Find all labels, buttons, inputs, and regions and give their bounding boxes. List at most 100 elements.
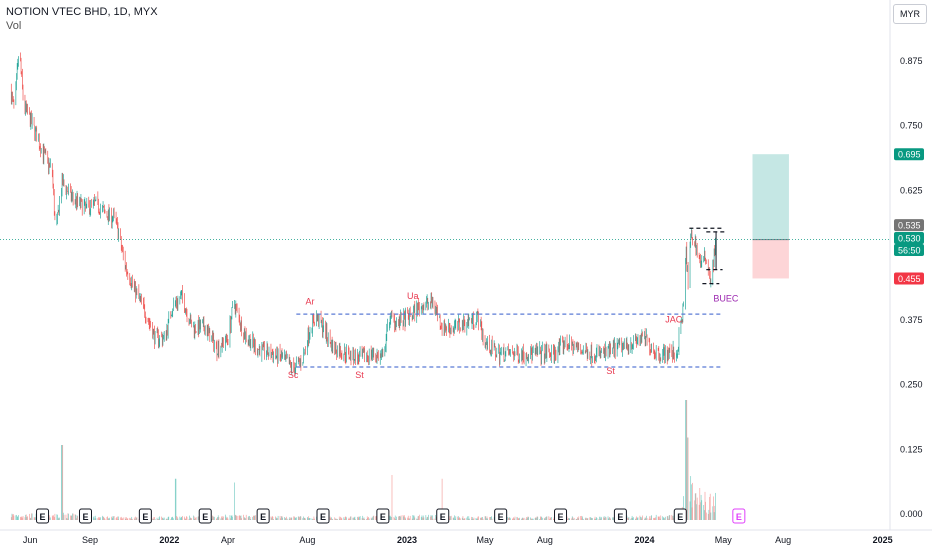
currency-button[interactable]: MYR bbox=[893, 4, 927, 24]
volume-bar bbox=[582, 518, 584, 520]
volume-bar bbox=[344, 516, 346, 520]
volume-bar bbox=[589, 517, 591, 520]
price-tick-label: 0.125 bbox=[900, 444, 923, 454]
volume-bar bbox=[582, 516, 584, 520]
volume-bar bbox=[243, 514, 244, 520]
volume-bar bbox=[426, 518, 427, 520]
earnings-marker[interactable]: E bbox=[436, 508, 450, 524]
volume-bar bbox=[490, 516, 492, 520]
volume-bar bbox=[276, 518, 278, 520]
earnings-marker[interactable]: E bbox=[198, 508, 212, 524]
volume-bar bbox=[672, 515, 674, 520]
volume-bar bbox=[177, 518, 179, 520]
volume-bar bbox=[54, 513, 56, 520]
volume-bar bbox=[129, 517, 131, 520]
volume-bar bbox=[234, 514, 236, 520]
earnings-marker[interactable]: E bbox=[613, 508, 627, 524]
volume-bar bbox=[245, 518, 246, 520]
volume-bar bbox=[636, 517, 638, 520]
volume-bar bbox=[153, 517, 155, 520]
time-tick-label: 2025 bbox=[873, 535, 893, 545]
volume-bar bbox=[572, 517, 574, 520]
volume-bar bbox=[221, 516, 222, 520]
volume-bar bbox=[93, 516, 95, 520]
volume-bar bbox=[545, 516, 547, 520]
volume-bar bbox=[352, 517, 354, 520]
volume-bar bbox=[467, 518, 469, 520]
volume-bar bbox=[395, 519, 397, 520]
volume-bar bbox=[641, 516, 643, 520]
volume-bar bbox=[244, 517, 246, 520]
volume-bar bbox=[651, 515, 652, 520]
volume-bar bbox=[430, 516, 431, 520]
earnings-marker[interactable]: E bbox=[732, 508, 746, 524]
earnings-marker[interactable]: E bbox=[673, 508, 687, 524]
volume-bar bbox=[454, 518, 456, 520]
volume-bar bbox=[598, 518, 600, 520]
volume-bar bbox=[58, 518, 60, 520]
volume-bar bbox=[271, 516, 273, 520]
annotation-label: Ar bbox=[305, 296, 314, 306]
time-tick-label: Aug bbox=[299, 535, 315, 545]
volume-bar bbox=[472, 518, 474, 520]
volume-bar bbox=[703, 504, 705, 520]
volume-bar bbox=[295, 517, 297, 520]
time-tick-label: Jun bbox=[23, 535, 38, 545]
volume-bar bbox=[592, 518, 593, 520]
volume-bar bbox=[399, 515, 401, 520]
volume-bar bbox=[389, 516, 390, 520]
volume-bar bbox=[567, 518, 569, 520]
volume-bar bbox=[182, 515, 183, 520]
volume-bar bbox=[396, 516, 397, 520]
volume-bar bbox=[534, 518, 536, 520]
price-tag-label: 0.695 bbox=[898, 150, 921, 160]
earnings-marker[interactable]: E bbox=[256, 508, 270, 524]
earnings-marker[interactable]: E bbox=[316, 508, 330, 524]
volume-bar bbox=[418, 514, 420, 520]
volume-bar bbox=[522, 517, 524, 520]
volume-bar bbox=[179, 516, 181, 520]
earnings-marker[interactable]: E bbox=[554, 508, 568, 524]
volume-bar bbox=[372, 517, 373, 520]
volume-bar bbox=[699, 488, 701, 520]
volume-bar bbox=[435, 516, 437, 520]
volume-bar bbox=[336, 518, 338, 520]
volume-bar bbox=[546, 516, 548, 520]
volume-bar bbox=[331, 517, 332, 520]
earnings-marker[interactable]: E bbox=[376, 508, 390, 524]
volume-bar bbox=[631, 517, 632, 520]
price-tag-bg bbox=[894, 219, 924, 232]
volume-bar bbox=[95, 518, 97, 520]
earnings-marker[interactable]: E bbox=[78, 508, 92, 524]
volume-bar bbox=[31, 513, 32, 520]
volume-bar bbox=[98, 518, 100, 520]
volume-bar bbox=[412, 515, 414, 520]
volume-bar bbox=[663, 517, 665, 520]
volume-bar bbox=[165, 519, 167, 520]
volume-bar bbox=[462, 516, 464, 520]
volume-bar bbox=[197, 516, 199, 520]
volume-bar bbox=[282, 517, 284, 520]
volume-bar bbox=[657, 516, 659, 520]
volume-bar bbox=[270, 516, 272, 520]
volume-bar bbox=[273, 519, 274, 520]
earnings-marker[interactable]: E bbox=[36, 508, 50, 524]
earnings-marker[interactable]: E bbox=[494, 508, 508, 524]
volume-bar bbox=[307, 517, 308, 520]
volume-bar bbox=[299, 516, 301, 520]
volume-bar bbox=[358, 517, 360, 520]
volume-bar bbox=[100, 517, 101, 520]
volume-bar bbox=[184, 516, 185, 520]
volume-bar bbox=[176, 516, 177, 520]
volume-bar bbox=[334, 517, 336, 520]
volume-bar bbox=[430, 514, 432, 520]
volume-bar bbox=[217, 517, 218, 520]
volume-bar bbox=[636, 516, 638, 520]
volume-bar bbox=[191, 518, 192, 520]
volume-bar bbox=[94, 518, 95, 520]
volume-bar bbox=[117, 519, 119, 520]
earnings-marker[interactable]: E bbox=[138, 508, 152, 524]
volume-bar bbox=[66, 518, 67, 520]
volume-bar bbox=[120, 517, 121, 520]
